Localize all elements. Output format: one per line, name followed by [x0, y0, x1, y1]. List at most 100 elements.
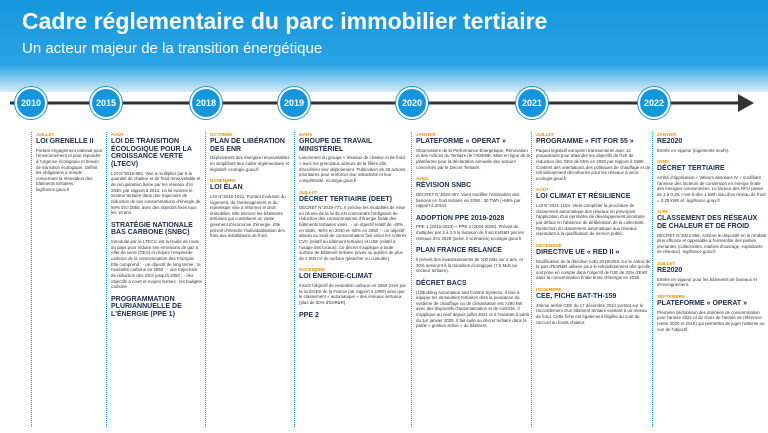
year-marker: 2019 — [278, 87, 310, 119]
timeline-axis — [10, 94, 754, 112]
entry: AOÛT LOI DE TRANSITION ÉCOLOGIQUE POUR LA… — [111, 132, 203, 216]
entry-title: PROGRAMME « FIT FOR 55 » — [536, 138, 634, 145]
entry-text: Portant engagement national pour l'envir… — [36, 147, 103, 193]
entry-title: ADOPTION PPE 2019-2028 — [416, 214, 505, 222]
column: OCTOBRE PLAN DE LIBÉRATION DES ENR Déploie… — [205, 132, 292, 427]
entry-title: DIRECTIVE UE « RED II » — [536, 248, 620, 256]
entry-title: PLATEFORME « OPERAT » — [416, 138, 506, 145]
column: JUILLET LOI GRENELLE II Portant engagement… — [31, 132, 104, 427]
entry-title: PROGRAMMATION PLURIANNUELLE DE L'ÉNERGIE… — [111, 295, 182, 319]
entry-text: LOI N°2021-1104. Vient compléter la proc… — [536, 203, 645, 237]
entry: AOÛT LOI CLIMAT ET RÉSILIENCE LOI N°2021-1… — [536, 187, 652, 236]
entry: OCTOBRE PLAN DE LIBÉRATION DES ENR Déploie… — [210, 132, 292, 172]
year-marker: 2018 — [190, 87, 222, 119]
entry-title: DÉCRET TERTIAIRE (DEET) — [299, 195, 392, 203]
entry-date: JUILLET — [657, 261, 676, 266]
entry: NOVEMBRE LOI ÉLAN LOI N°2018-1021. Portant… — [210, 178, 292, 239]
entry-date: JUILLET — [536, 132, 555, 137]
entry: JUILLET PROGRAMME « FIT FOR 55 » Paquet lé… — [536, 132, 652, 181]
entry: DÉCEMBRE CEE, FICHE BAT-TH-159 40ème arrêt… — [536, 287, 652, 325]
year-marker: 2010 — [15, 87, 47, 119]
entry-date: DÉCEMBRE — [536, 287, 562, 293]
entry-text: DÉCRET N°2019-771. Il précise les modali… — [299, 205, 407, 261]
entry-date: JUILLET — [36, 132, 55, 137]
entry-title: PLAN DE LIBÉRATION DES ENR — [210, 138, 285, 153]
entry-text: Observatoire de la Performance Énergétiq… — [416, 147, 530, 170]
column: JANVIER PLATEFORME « OPERAT » Observatoire… — [411, 132, 530, 427]
entry-date: AVRIL — [416, 176, 430, 182]
entry: JANVIER RE2020 Entrée en vigueur (logement… — [657, 132, 767, 153]
entry: NOVEMBRE LOI ÉNERGIE-CLIMAT Inscrit l'obje… — [299, 267, 407, 305]
entry-text: Entrée en vigueur pour les bâtiments de … — [657, 276, 757, 288]
entry-title: LOI ÉNERGIE-CLIMAT — [299, 273, 373, 281]
column: MARS GROUPE DE TRAVAIL MINISTÉRIEL Lanceme… — [294, 132, 407, 427]
entry-date: JANVIER — [416, 132, 436, 137]
entry-title: CLASSEMENT DES RÉSEAUX DE CHALEUR ET DE … — [657, 215, 758, 230]
year-marker: 2020 — [396, 87, 428, 119]
entry-title: GROUPE DE TRAVAIL MINISTÉRIEL — [299, 138, 373, 153]
entry-title: LOI ÉLAN — [210, 184, 243, 192]
entry-text: Inscrit l'objectif de neutralité carbone… — [299, 283, 407, 305]
timeline-arrow — [738, 94, 754, 112]
entry-title: LOI GRENELLE II — [36, 138, 94, 145]
entry: STRATÉGIE NATIONALE BAS CARBONE (SNBC) In… — [111, 222, 203, 290]
entry-date: JANVIER — [657, 132, 677, 137]
entry-date: NOVEMBRE — [210, 178, 237, 184]
entry: JANVIER PLATEFORME « OPERAT » Observatoire… — [416, 132, 530, 170]
entry: JUIN CLASSEMENT DES RÉSEAUX DE CHALEUR ET… — [657, 209, 767, 255]
entry-text: (1)Building Automation and Control Syste… — [416, 289, 530, 329]
entry-text: Introduite par la LTECV, est la feuille … — [111, 239, 202, 290]
header: Cadre réglementaire du parc immobilier t… — [0, 0, 768, 92]
entry-date: NOVEMBRE — [299, 267, 326, 273]
entry-title: CEE, FICHE BAT-TH-159 — [536, 293, 617, 301]
entry-title: RÉVISION SNBC — [416, 182, 472, 190]
entry: MARS GROUPE DE TRAVAIL MINISTÉRIEL Lanceme… — [299, 132, 407, 184]
entry: JUILLET DÉCRET TERTIAIRE (DEET) DÉCRET N°2… — [299, 190, 407, 262]
entry: SEPTEMBRE PLATEFORME « OPERAT » Première d… — [657, 294, 767, 332]
entry-title: PPE 2 — [299, 311, 319, 319]
entry: ADOPTION PPE 2019-2028 PPE 1 (2016-2023) … — [416, 215, 530, 242]
subtitle: Un acteur majeur de la transition énergé… — [22, 40, 323, 57]
title: Cadre réglementaire du parc immobilier t… — [22, 8, 548, 34]
entry-date: SEPTEMBRE — [657, 293, 686, 299]
entry-text: PPE 1 (2016-2023) + PPE 2 (2024-2028). P… — [416, 224, 524, 241]
entry-text: Modification de la directive (UE) 2018/2… — [536, 258, 651, 281]
entry: DÉCEMBRE DIRECTIVE UE « RED II » Modificat… — [536, 243, 652, 281]
entry-text: LOI N°2018-1021. Portant évolution du lo… — [210, 193, 286, 239]
entry: DÉCRET BACS (1)Building Automation and Co… — [416, 280, 530, 329]
entry-title: RE2020 — [657, 267, 683, 274]
entry-date: AOÛT — [536, 187, 549, 193]
year-marker: 2021 — [516, 87, 548, 119]
entry: JUILLET LOI GRENELLE II Portant engagement… — [36, 132, 104, 193]
entry-date: JUIN — [657, 209, 668, 215]
entry-text: Paquet législatif européen transsectorie… — [536, 147, 651, 181]
entry-title: PLAN FRANCE RELANCE — [416, 247, 502, 255]
entry-title: DÉCRET TERTIAIRE — [657, 165, 725, 173]
column: JUILLET PROGRAMME « FIT FOR 55 » Paquet lé… — [531, 132, 652, 427]
entry: AVRIL RÉVISION SNBC DÉCRET N°2020-457. Vie… — [416, 176, 530, 209]
entry-text: Il prévoit des investissements de 100 Md… — [416, 257, 523, 274]
entry-date: OCTOBRE — [210, 132, 233, 137]
entry-title: RE2020 — [657, 138, 683, 145]
entry-date: JUILLET — [299, 189, 318, 195]
entry-date: MARS — [299, 132, 313, 137]
entry: PLAN FRANCE RELANCE Il prévoit des invest… — [416, 247, 530, 274]
entry-text: DÉCRET N°2022-666. Achève le dispositif … — [657, 232, 767, 255]
entry-text: LOI N°2015-992. Vise à multiplier par 5 … — [111, 170, 201, 216]
entry-text: 40ème arrêté CEE du 17 décembre 2021 por… — [536, 302, 647, 325]
entry-text: Entrée en vigueur (logements neufs). — [657, 147, 730, 153]
entry-text: Arrêté d'application « Valeurs absolues … — [657, 175, 766, 203]
column: AOÛT LOI DE TRANSITION ÉCOLOGIQUE POUR LA… — [106, 132, 203, 427]
year-marker: 2022 — [638, 87, 670, 119]
entry-title: DÉCRET BACS — [416, 279, 467, 287]
entry-date: AVRIL — [657, 159, 671, 165]
column: JANVIER RE2020 Entrée en vigueur (logement… — [652, 132, 767, 427]
entry: JUILLET RE2020 Entrée en vigueur pour les … — [657, 261, 767, 288]
entry-title: LOI DE TRANSITION ÉCOLOGIQUE POUR LA CRO… — [111, 138, 192, 169]
entry: PROGRAMMATION PLURIANNUELLE DE L'ÉNERGIE… — [111, 296, 203, 319]
entry-text: Lancement du groupe « réseaux de chaleur… — [299, 155, 406, 183]
year-marker: 2015 — [90, 87, 122, 119]
entry-text: Première déclaration des données de cons… — [657, 309, 765, 332]
entry-title: PLATEFORME « OPERAT » — [657, 299, 747, 307]
